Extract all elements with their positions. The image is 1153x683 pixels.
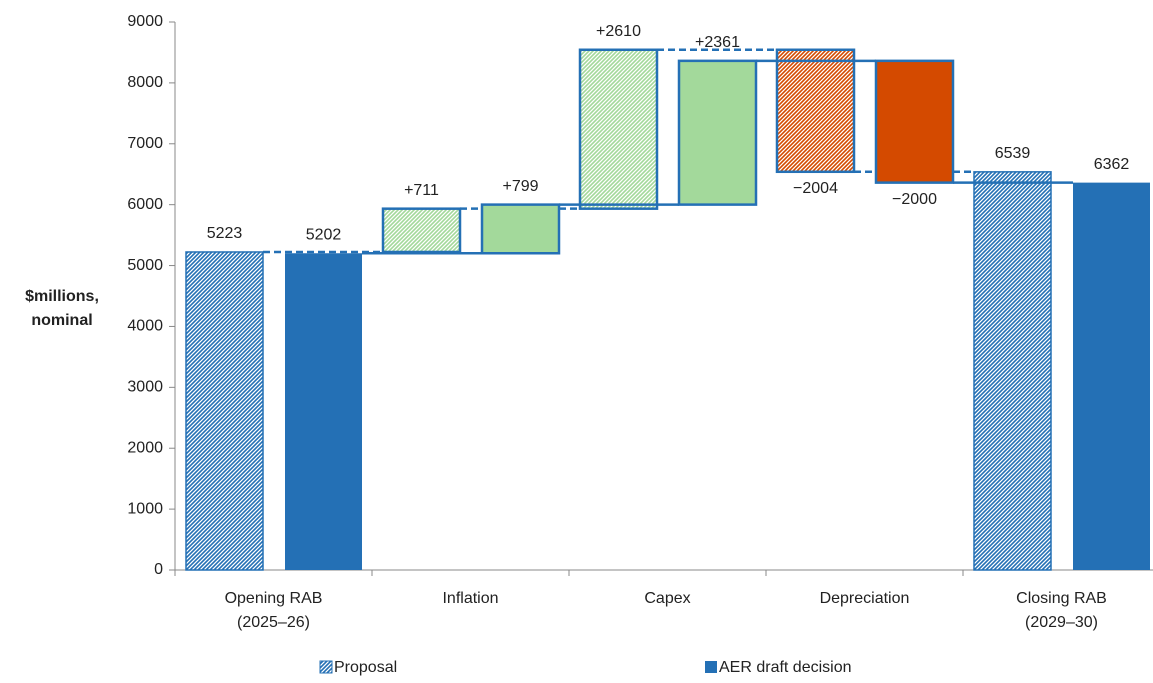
x-tick-label: Closing RAB xyxy=(1016,590,1107,607)
bar xyxy=(775,48,856,174)
bar xyxy=(381,207,462,254)
data-label: +711 xyxy=(404,182,439,199)
x-tick-label: Capex xyxy=(644,590,690,607)
data-label: 5223 xyxy=(207,225,243,242)
y-tick-label: 4000 xyxy=(127,318,163,335)
bar xyxy=(578,48,659,210)
y-axis-label: $millions, xyxy=(25,288,99,305)
y-tick-label: 8000 xyxy=(127,74,163,91)
y-tick-label: 7000 xyxy=(127,135,163,152)
data-label: +2610 xyxy=(596,23,641,40)
y-tick-label: 3000 xyxy=(127,379,163,396)
bar xyxy=(677,59,758,206)
x-tick-label: (2025–26) xyxy=(237,614,310,631)
bar xyxy=(185,251,264,571)
x-tick-label: Depreciation xyxy=(820,590,910,607)
bar xyxy=(285,253,362,571)
y-tick-label: 2000 xyxy=(127,439,163,456)
data-label: +2361 xyxy=(695,34,740,51)
data-label: 5202 xyxy=(306,226,342,243)
bar xyxy=(973,171,1052,571)
data-label: −2000 xyxy=(892,191,937,208)
data-label: 6362 xyxy=(1094,156,1130,173)
data-label: 6539 xyxy=(995,145,1031,162)
bar xyxy=(1073,182,1150,571)
x-tick-label: Opening RAB xyxy=(225,590,323,607)
y-tick-label: 9000 xyxy=(127,13,163,30)
legend-swatch xyxy=(705,661,717,673)
x-tick-label: (2029–30) xyxy=(1025,614,1098,631)
data-label: +799 xyxy=(502,178,538,195)
y-tick-label: 6000 xyxy=(127,196,163,213)
data-label: −2004 xyxy=(793,180,838,197)
legend-label: AER draft decision xyxy=(719,659,852,676)
y-tick-label: 5000 xyxy=(127,257,163,274)
legend-swatch xyxy=(319,660,333,674)
y-tick-label: 1000 xyxy=(127,500,163,517)
y-axis-label: nominal xyxy=(31,312,92,329)
y-tick-label: 0 xyxy=(154,561,163,578)
legend-label: Proposal xyxy=(334,659,397,676)
x-tick-label: Inflation xyxy=(442,590,498,607)
bar xyxy=(874,59,955,184)
bar xyxy=(480,203,561,255)
